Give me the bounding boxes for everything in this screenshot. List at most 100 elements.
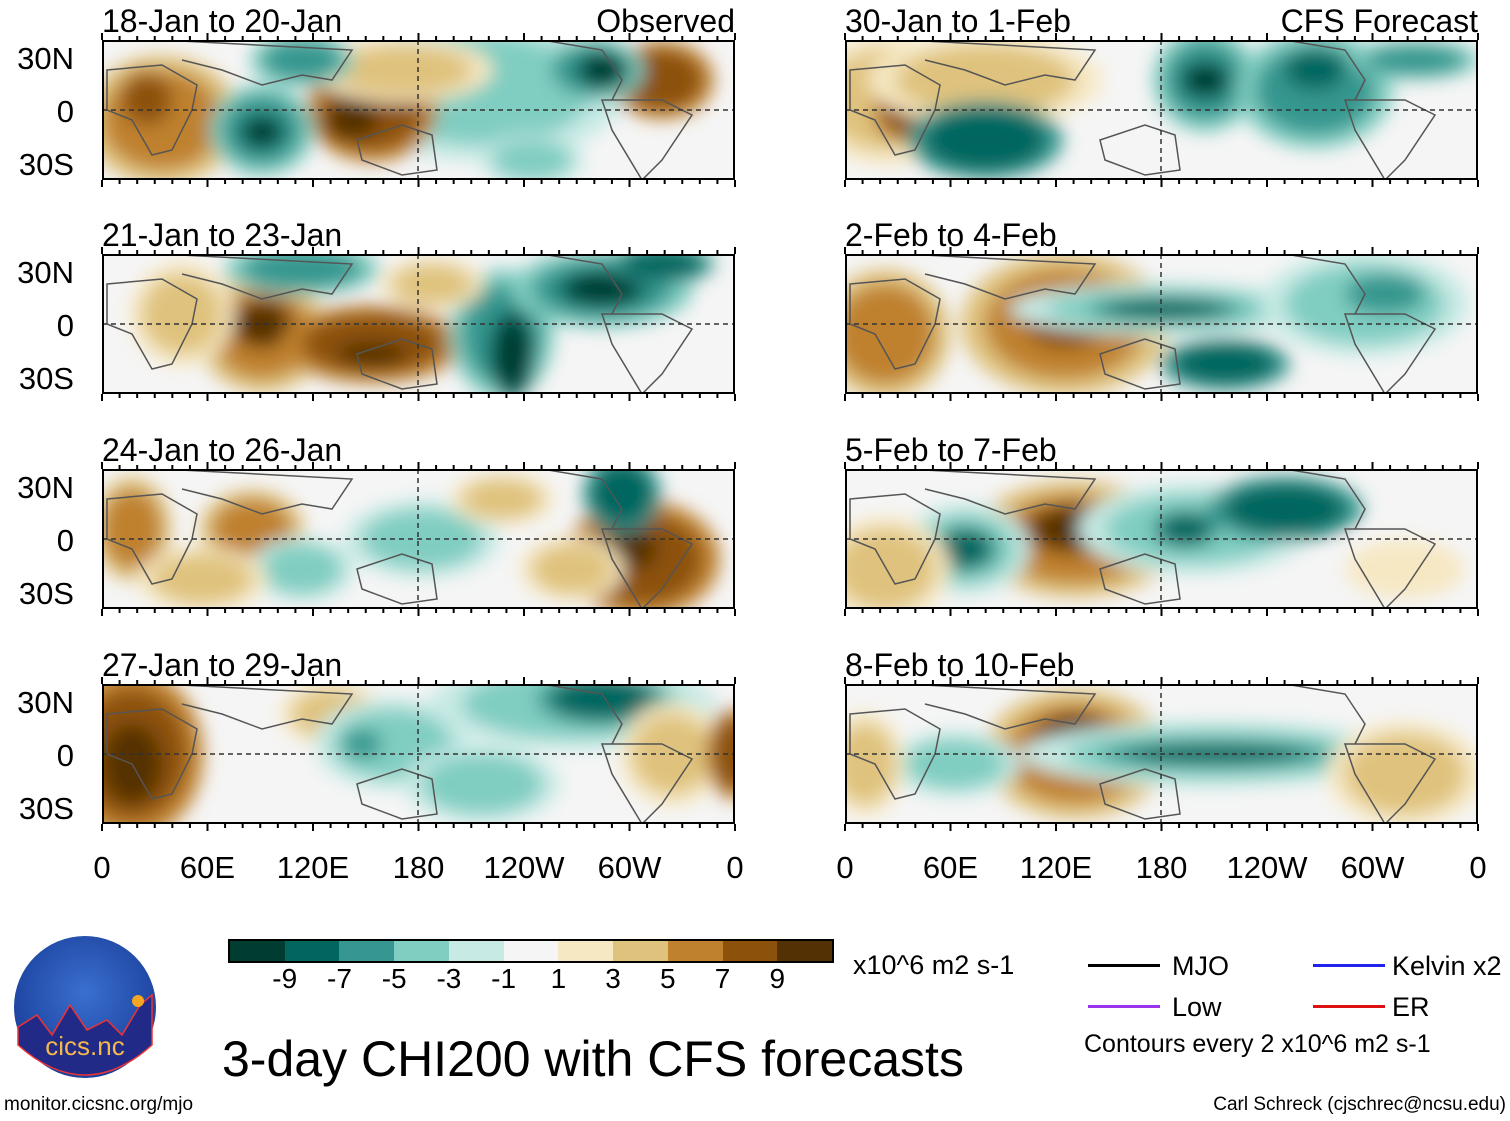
colorbar-label: -5 <box>381 963 407 994</box>
source-url[interactable]: monitor.cicsnc.org/mjo <box>4 1094 194 1115</box>
y-axis-label: 30S <box>18 791 74 826</box>
y-axis-label: 30N <box>17 255 74 290</box>
anomaly-core <box>1285 50 1345 90</box>
colorbar-swatch <box>722 941 778 961</box>
y-axis-label: 0 <box>56 94 74 129</box>
map-panel <box>845 469 1478 609</box>
logo-text: cics.nc <box>45 1031 124 1061</box>
x-axis-label: 0 <box>836 850 854 885</box>
anomaly-core <box>925 110 1045 170</box>
coastlines <box>849 684 1437 824</box>
map-panel <box>845 40 1478 180</box>
anomaly-core <box>337 342 407 366</box>
legend-low-label: Low <box>1172 992 1222 1022</box>
colorbar-swatch <box>667 941 723 961</box>
contour-note: Contours every 2 x10^6 m2 s-1 <box>1084 1030 1431 1058</box>
panel-title: 21-Jan to 23-Jan <box>102 217 343 253</box>
anomaly-core <box>582 55 622 85</box>
anomaly-core <box>262 544 342 594</box>
map-panel <box>102 684 735 824</box>
axis-ticks <box>844 677 1479 831</box>
colorbar-label: 9 <box>769 963 786 994</box>
colorbar-swatch <box>777 941 833 961</box>
colorbar-label: -1 <box>491 963 517 994</box>
coastlines <box>106 254 694 394</box>
colorbar-swatch <box>448 941 504 961</box>
anomaly-core <box>262 40 342 80</box>
colorbar-label: -9 <box>272 963 298 994</box>
axis-ticks <box>101 33 736 187</box>
colorbar-label: 3 <box>605 963 621 994</box>
panel-tag: Observed <box>596 3 735 39</box>
anomaly-core <box>122 75 172 125</box>
x-axis-label: 60W <box>597 850 662 885</box>
colorbar-swatch <box>230 941 285 961</box>
anomaly-core <box>845 724 895 804</box>
panel-title: 30-Jan to 1-Feb <box>845 3 1071 39</box>
x-axis-label: 120E <box>1019 850 1093 885</box>
x-axis-label: 120W <box>483 850 565 885</box>
panel-title: 2-Feb to 4-Feb <box>845 217 1057 253</box>
anomaly-core <box>152 554 252 604</box>
map-panel <box>102 469 735 609</box>
y-axis-label: 30S <box>18 361 74 396</box>
y-axis-label: 30S <box>18 576 74 611</box>
anomaly-core <box>494 319 530 389</box>
map-panel <box>102 40 735 180</box>
colorbar-swatch <box>613 941 668 961</box>
y-axis-label: 30N <box>17 685 74 720</box>
legend-kelvin-label: Kelvin x2 <box>1392 951 1502 981</box>
legend-kelvin <box>1313 964 1385 967</box>
y-axis-label: 0 <box>56 738 74 773</box>
anomaly-core <box>1175 344 1275 384</box>
anomaly-core <box>1365 45 1465 75</box>
colorbar-label: -3 <box>436 963 462 994</box>
x-axis-label: 0 <box>726 850 744 885</box>
anomaly-core <box>142 274 222 354</box>
coastlines <box>106 684 694 824</box>
colorbar-label: 7 <box>714 963 731 994</box>
anomaly-core <box>332 45 472 95</box>
legend-mjo <box>1088 964 1160 967</box>
colorbar-swatch <box>503 941 559 961</box>
x-axis-label: 60E <box>179 850 236 885</box>
coastlines <box>849 469 1437 609</box>
anomaly-core <box>592 469 652 524</box>
anomaly-core <box>392 264 472 304</box>
panel-title: 27-Jan to 29-Jan <box>102 647 343 683</box>
anomaly-core <box>1345 539 1465 599</box>
y-axis-label: 30N <box>17 41 74 76</box>
anomaly-core <box>1225 484 1345 534</box>
coastlines <box>106 469 694 609</box>
anomaly-core <box>1160 514 1210 544</box>
y-axis-label: 0 <box>56 523 74 558</box>
colorbar-label: 5 <box>660 963 676 994</box>
coastlines <box>849 40 1437 180</box>
colorbar-swatch <box>284 941 340 961</box>
figure-title: 3-day CHI200 with CFS forecasts <box>222 1031 964 1087</box>
x-axis-label: 60W <box>1340 850 1405 885</box>
x-axis-label: 120E <box>276 850 350 885</box>
anomaly-core <box>622 254 702 279</box>
cicsnc-logo: cics.nc <box>14 936 156 1078</box>
colorbar-label: -7 <box>327 963 352 994</box>
anomaly-core <box>845 284 935 384</box>
y-axis-label: 0 <box>56 308 74 343</box>
colorbar-label: 1 <box>550 963 567 994</box>
anomaly-core <box>102 489 162 569</box>
legend-er <box>1313 1005 1385 1008</box>
colorbar-swatch <box>558 941 614 961</box>
colorbar-units: x10^6 m2 s-1 <box>853 950 1015 980</box>
anomaly-core <box>1185 65 1225 95</box>
coastlines <box>106 40 694 180</box>
x-axis-label: 0 <box>93 850 111 885</box>
anomaly-core <box>532 544 612 594</box>
legend-low <box>1088 1005 1160 1008</box>
x-axis-label: 120W <box>1226 850 1308 885</box>
anomaly-core <box>895 45 1075 115</box>
panel-title: 5-Feb to 7-Feb <box>845 432 1057 468</box>
anomaly-core <box>462 479 542 519</box>
x-axis-label: 0 <box>1469 850 1487 885</box>
anomaly-core <box>237 304 287 344</box>
legend-er-label: ER <box>1392 992 1430 1022</box>
